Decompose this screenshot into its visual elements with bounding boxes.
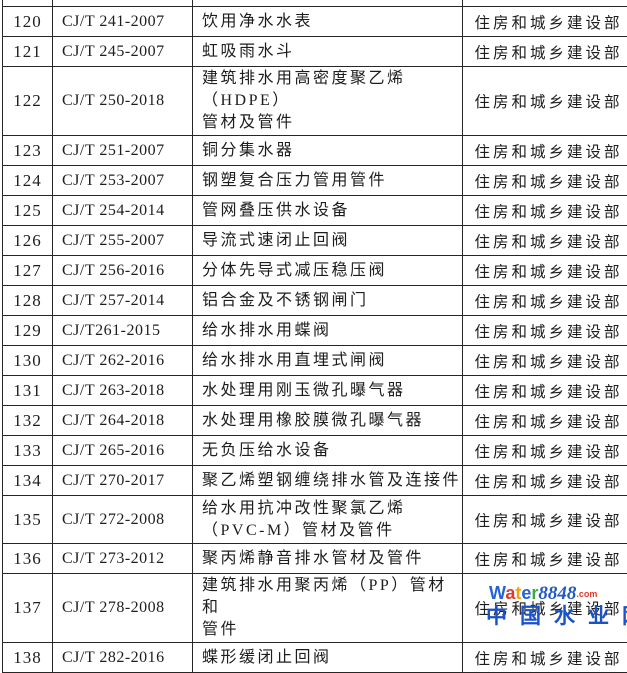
row-number-cell: 129: [3, 316, 53, 346]
standard-name-cell: 饮用净水水表: [193, 7, 463, 37]
standard-code-cell: CJ/T 241-2007: [53, 7, 193, 37]
department-cell: 住房和城乡建设部: [463, 316, 627, 346]
standard-code-cell: CJ/T 257-2014: [53, 286, 193, 316]
department-cell: 住房和城乡建设部: [463, 376, 627, 406]
row-number-cell: 122: [3, 67, 53, 136]
standard-code-cell: CJ/T 264-2018: [53, 406, 193, 436]
watermark-chinese-overlay: 中国水业网: [486, 600, 627, 630]
department-cell: 住房和城乡建设部: [463, 286, 627, 316]
standard-code-cell: CJ/T 282-2016: [53, 643, 193, 673]
standard-name-cell: 聚乙烯塑钢缠绕排水管及连接件: [193, 466, 463, 496]
row-number-cell: 127: [3, 256, 53, 286]
standard-name-cell: 给水排水用直埋式闸阀: [193, 346, 463, 376]
row-number-cell: 132: [3, 406, 53, 436]
department-cell: 住房和城乡建设部: [463, 166, 627, 196]
row-number-cell: 120: [3, 7, 53, 37]
standard-name-cell: 导流式速闭止回阀: [193, 226, 463, 256]
row-number-cell: 123: [3, 136, 53, 166]
standard-name-cell: 给水用抗冲改性聚氯乙烯 （PVC-M）管材及管件: [193, 496, 463, 544]
watermark-domain-suffix: .com: [576, 589, 597, 599]
standard-name-cell: 分体先导式减压稳压阀: [193, 256, 463, 286]
standard-name-cell: 钢塑复合压力管用管件: [193, 166, 463, 196]
standard-name-cell: 水处理用刚玉微孔曝气器: [193, 376, 463, 406]
row-number-cell: 138: [3, 643, 53, 673]
standard-name-cell: 管网叠压供水设备: [193, 196, 463, 226]
row-number-cell: 125: [3, 196, 53, 226]
department-cell: 住房和城乡建设部: [463, 136, 627, 166]
standard-code-cell: CJ/T 251-2007: [53, 136, 193, 166]
row-number-cell: 128: [3, 286, 53, 316]
row-number-cell: 134: [3, 466, 53, 496]
standard-code-cell: CJ/T 270-2017: [53, 466, 193, 496]
standard-code-cell: CJ/T 273-2012: [53, 544, 193, 574]
standard-code-cell: CJ/T 245-2007: [53, 37, 193, 67]
department-cell: 住房和城乡建设部: [463, 436, 627, 466]
row-number-cell: 133: [3, 436, 53, 466]
standard-name-cell: 给水排水用蝶阀: [193, 316, 463, 346]
row-number-cell: 121: [3, 37, 53, 67]
standard-name-cell: 水处理用橡胶膜微孔曝气器: [193, 406, 463, 436]
department-cell: 住房和城乡建设部: [463, 406, 627, 436]
department-cell: 住房和城乡建设部: [463, 346, 627, 376]
standard-name-cell: 铜分集水器: [193, 136, 463, 166]
standard-name-cell: 无负压给水设备: [193, 436, 463, 466]
standard-name-cell: 建筑排水用高密度聚乙烯（HDPE） 管材及管件: [193, 67, 463, 136]
row-number-cell: 136: [3, 544, 53, 574]
standard-name-cell: 铝合金及不锈钢闸门: [193, 286, 463, 316]
department-cell: 住房和城乡建设部: [463, 544, 627, 574]
standard-name-cell: 虹吸雨水斗: [193, 37, 463, 67]
department-cell: 住房和城乡建设部: [463, 643, 627, 673]
standard-name-cell: 建筑排水用聚丙烯（PP）管材和 管件: [193, 574, 463, 643]
standard-code-cell: CJ/T 265-2016: [53, 436, 193, 466]
department-cell: 住房和城乡建设部: [463, 67, 627, 136]
standard-code-cell: CJ/T261-2015: [53, 316, 193, 346]
row-number-cell: 137: [3, 574, 53, 643]
standard-code-cell: CJ/T 250-2018: [53, 67, 193, 136]
department-cell: 住房和城乡建设部: [463, 466, 627, 496]
standard-name-cell: 聚丙烯静音排水管材及管件: [193, 544, 463, 574]
department-cell: 住房和城乡建设部: [463, 226, 627, 256]
standard-code-cell: CJ/T 256-2016: [53, 256, 193, 286]
department-cell: 住房和城乡建设部: [463, 256, 627, 286]
row-number-cell: 135: [3, 496, 53, 544]
standard-code-cell: CJ/T 254-2014: [53, 196, 193, 226]
row-number-cell: 126: [3, 226, 53, 256]
department-cell: 住房和城乡建设部: [463, 496, 627, 544]
row-number-cell: 131: [3, 376, 53, 406]
standard-code-cell: CJ/T 255-2007: [53, 226, 193, 256]
row-number-cell: 130: [3, 346, 53, 376]
standard-code-cell: CJ/T 253-2007: [53, 166, 193, 196]
department-cell: 住房和城乡建设部: [463, 196, 627, 226]
department-cell: 住房和城乡建设部: [463, 7, 627, 37]
standard-code-cell: CJ/T 263-2018: [53, 376, 193, 406]
standard-code-cell: CJ/T 278-2008: [53, 574, 193, 643]
standard-code-cell: CJ/T 272-2008: [53, 496, 193, 544]
standard-name-cell: 蝶形缓闭止回阀: [193, 643, 463, 673]
row-number-cell: 124: [3, 166, 53, 196]
department-cell: 住房和城乡建设部: [463, 37, 627, 67]
standard-code-cell: CJ/T 262-2016: [53, 346, 193, 376]
